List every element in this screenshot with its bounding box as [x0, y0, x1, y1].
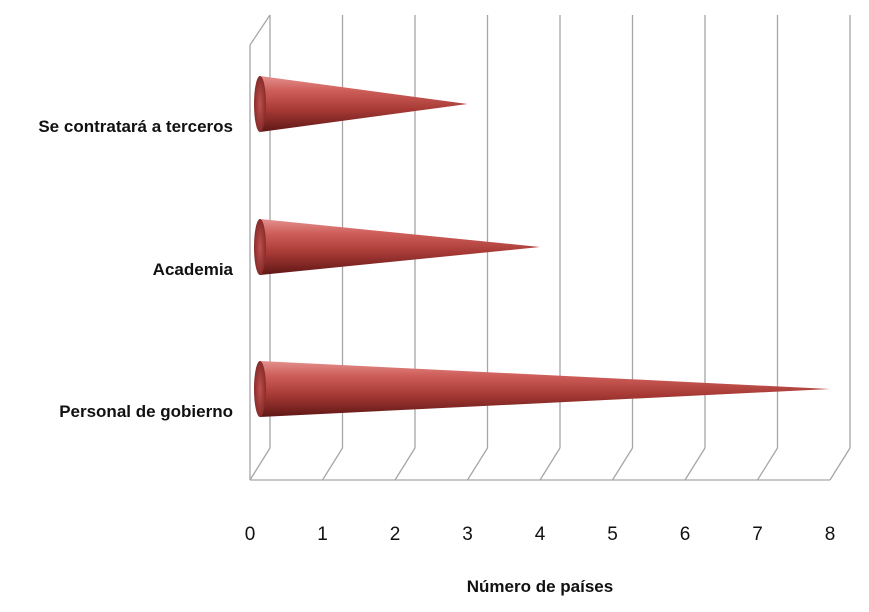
gridline-floor	[466, 447, 489, 481]
x-tick-label: 4	[535, 524, 546, 545]
cone-base	[254, 219, 266, 275]
category-labels: Se contratará a terceros Academia Personal…	[38, 117, 233, 421]
cone-bars	[254, 76, 830, 417]
x-tick-label: 3	[462, 524, 473, 545]
cone-base	[254, 76, 266, 132]
cone-body	[260, 76, 468, 132]
category-label: Se contratará a terceros	[38, 117, 233, 136]
gridline-floor	[756, 447, 779, 481]
gridline-floor	[321, 447, 344, 481]
category-label: Personal de gobierno	[59, 402, 233, 421]
gridline-floor	[394, 447, 416, 481]
cone-body	[260, 361, 830, 417]
cone-bar	[254, 219, 540, 275]
gridline-floor	[539, 447, 561, 481]
plot-frame	[249, 14, 830, 481]
x-tick-label: 6	[680, 524, 691, 545]
x-tick-label: 2	[390, 524, 401, 545]
gridline-floor	[829, 447, 851, 481]
gridline-floor	[684, 447, 706, 481]
x-tick-labels: 0 1 2 3 4 5 6 7 8	[245, 524, 836, 545]
x-axis-title: Número de países	[467, 577, 613, 596]
cone-base	[254, 361, 266, 417]
cone-bar	[254, 361, 830, 417]
gridline-floor	[611, 447, 634, 481]
cone-body	[260, 219, 540, 275]
x-tick-label: 7	[752, 524, 763, 545]
cone-bar	[254, 76, 468, 132]
x-tick-label: 8	[825, 524, 836, 545]
category-label: Academia	[153, 260, 234, 279]
x-tick-label: 5	[607, 524, 618, 545]
x-tick-label: 0	[245, 524, 256, 545]
side-wall-top	[249, 14, 271, 46]
x-tick-label: 1	[317, 524, 328, 545]
gridline-floor	[249, 447, 271, 481]
